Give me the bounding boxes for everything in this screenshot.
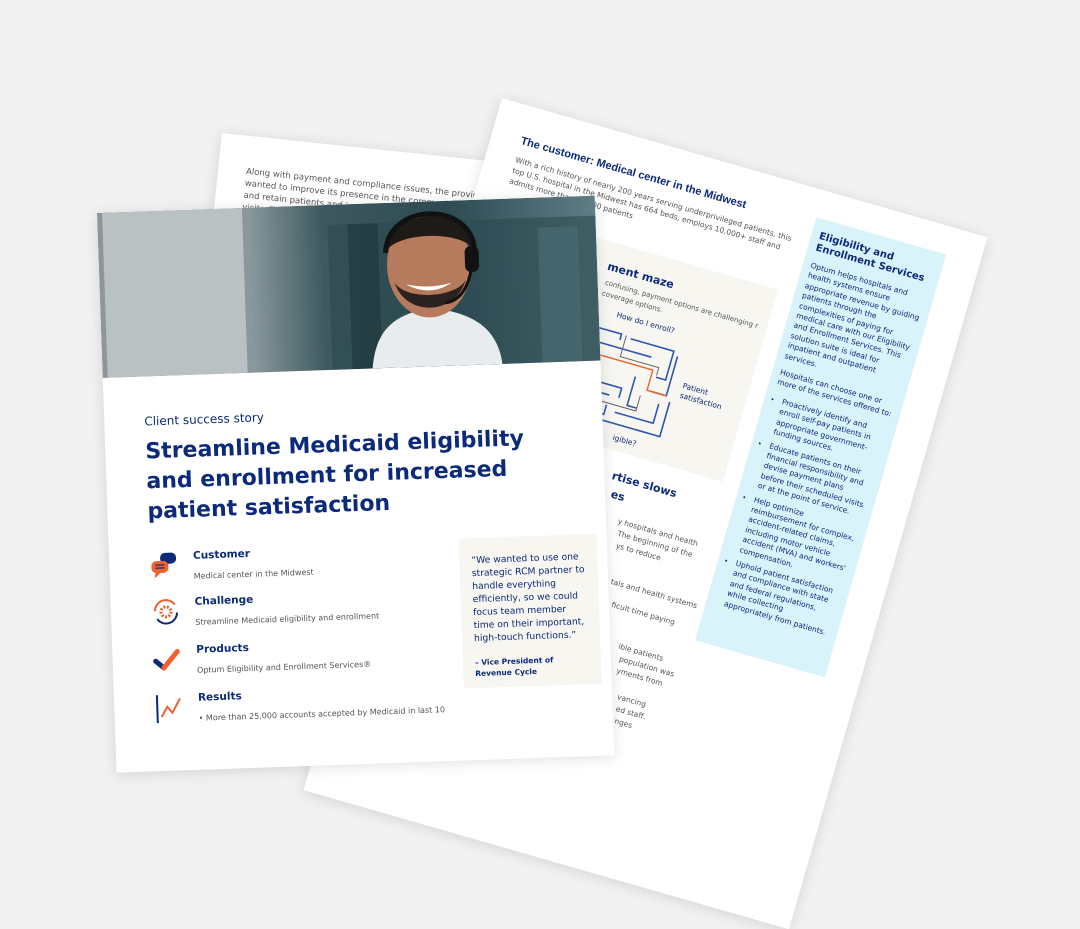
challenge-item: Challenge Streamline Medicaid eligibilit…: [150, 587, 440, 627]
body-text-fragment: ficult time paying: [610, 600, 677, 627]
chat-bubbles-icon: [151, 552, 177, 579]
trend-chart-icon: [155, 695, 181, 724]
quote-attribution: – Vice President of Revenue Cycle: [474, 655, 554, 679]
services-list: Proactively identify and enroll self-pay…: [713, 394, 888, 638]
products-item: Products Optum Eligibility and Enrollmen…: [152, 635, 442, 675]
agent-with-headset-image: [97, 207, 601, 378]
detail-page: The customer: Medical center in the Midw…: [303, 98, 988, 929]
section-heading-fragment: es: [609, 487, 627, 505]
gear-cycle-icon: [153, 599, 178, 625]
body-text-fragment: nges: [613, 716, 634, 730]
testimonial-quote: “We wanted to use one strategic RCM part…: [458, 533, 602, 689]
cover-page: Client success story Streamline Medicaid…: [97, 195, 615, 773]
cover-photo: [97, 195, 601, 378]
checkmark-icon: [153, 648, 180, 671]
results-item: Results • More than 25,000 accounts acce…: [154, 683, 445, 724]
maze-illustration: [574, 326, 679, 438]
eyebrow-label: Client success story: [144, 410, 265, 429]
quote-text: “We wanted to use one strategic RCM part…: [471, 551, 585, 645]
page-title: Streamline Medicaid eligibility and enro…: [144, 426, 525, 525]
customer-item: Customer Medical center in the Midwest: [149, 541, 439, 581]
